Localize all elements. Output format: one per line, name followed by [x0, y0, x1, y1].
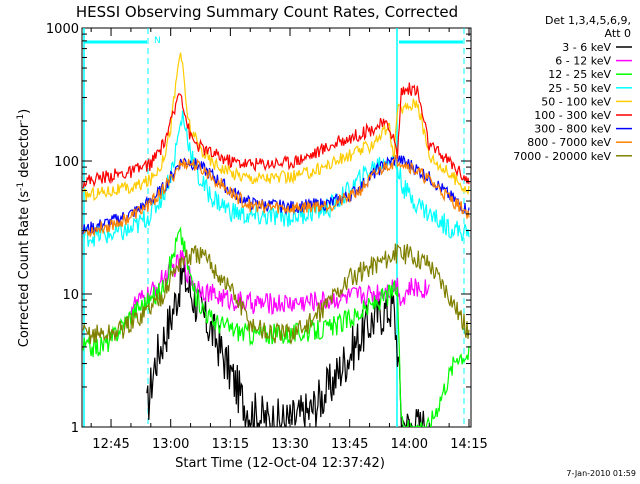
legend-header-line1: Det 1,3,4,5,6,9,	[545, 14, 631, 27]
marker-n-label: N	[154, 36, 161, 46]
legend-header-line2: Att 0	[605, 27, 631, 40]
y-axis-label-sup1: -1	[16, 182, 26, 191]
legend-label: 7000 - 20000 keV	[513, 150, 611, 163]
x-axis-label: Start Time (12-Oct-04 12:37:42)	[175, 456, 385, 471]
observing-markers: N	[83, 28, 465, 427]
y-axis-label-main: Corrected Count Rate (s	[17, 191, 32, 348]
series-line	[146, 257, 426, 427]
series-line	[83, 153, 470, 238]
y-tick-label: 1000	[46, 22, 79, 37]
x-tick-label: 14:15	[450, 437, 487, 452]
series-line	[82, 154, 470, 235]
x-tick-label: 13:45	[331, 437, 368, 452]
series-group	[82, 52, 470, 427]
x-axis: 12:45 13:00 13:15 13:30 13:45 14:00 14:15	[90, 28, 488, 452]
y-axis-label-mid: detector	[17, 122, 32, 182]
timestamp-stamp: 7-Jan-2010 01:59	[566, 469, 636, 478]
series-line	[130, 250, 430, 316]
legend-label: 25 - 50 keV	[548, 82, 611, 95]
x-tick-label: 14:00	[391, 437, 428, 452]
legend-label: 800 - 7000 keV	[527, 136, 611, 149]
x-tick-label: 12:45	[92, 437, 129, 452]
y-axis-label-sup2: -1	[16, 114, 26, 123]
legend-label: 100 - 300 keV	[534, 109, 611, 122]
series-line	[82, 243, 470, 346]
legend-label: 3 - 6 keV	[562, 41, 611, 54]
x-tick-label: 13:30	[271, 437, 308, 452]
legend-label: 12 - 25 keV	[548, 68, 611, 81]
series-line	[82, 110, 470, 247]
legend-label: 6 - 12 keV	[555, 55, 611, 68]
y-axis-label-end: )	[17, 109, 32, 114]
chart-title: HESSI Observing Summary Count Rates, Cor…	[76, 3, 458, 21]
y-tick-label: 10	[62, 288, 79, 303]
y-axis-label: Corrected Count Rate (s-1 detector-1)	[16, 109, 32, 347]
x-tick-label: 13:15	[212, 437, 249, 452]
legend-label: 50 - 100 keV	[541, 95, 611, 108]
y-tick-label: 100	[54, 155, 79, 170]
legend-label: 300 - 800 keV	[534, 123, 611, 136]
y-axis: 1 10 100 1000	[46, 22, 471, 436]
y-tick-label: 1	[71, 421, 79, 436]
x-tick-label: 13:00	[152, 437, 189, 452]
plot-area: N 12:45 13:00 13:15 13:30 13:45 14:00 14:15 11…	[46, 22, 488, 452]
series-line	[82, 82, 470, 189]
series-line	[82, 52, 470, 202]
